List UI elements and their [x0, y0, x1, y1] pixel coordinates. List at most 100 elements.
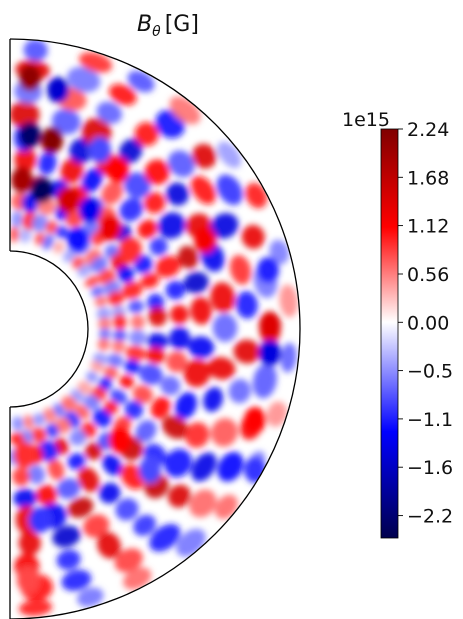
- field-lobe-159: [164, 448, 193, 478]
- colorbar-tick-label: −1.1: [407, 409, 453, 431]
- field-lobe-155: [212, 313, 238, 342]
- field-lobe-71: [110, 389, 128, 405]
- field-lobe-65: [128, 299, 144, 314]
- field-lobe-42: [107, 353, 124, 368]
- field-lobe-18: [77, 381, 92, 395]
- field-lobe-106: [60, 157, 84, 184]
- field-lobe-167: [96, 101, 123, 124]
- field-lobe-134: [183, 271, 209, 294]
- field-lobe-66: [130, 314, 146, 330]
- field-lobe-117: [160, 376, 181, 396]
- field-lobe-58: [65, 209, 83, 228]
- field-lobe-110: [137, 219, 158, 239]
- field-lobe-150: [144, 159, 170, 185]
- field-lobe-4: [53, 241, 65, 254]
- field-lobe-143: [67, 497, 94, 518]
- field-lobe-198: [61, 569, 92, 591]
- field-lobe-177: [191, 452, 217, 482]
- colorbar-ticks: 2.24 1.68 1.12 0.56 0.00 −0.5 −1.1 −1.6 −2.2: [398, 119, 453, 528]
- field-lobe-24: [23, 414, 34, 430]
- field-lobe-41: [111, 340, 126, 353]
- field-lobe-51: [31, 427, 47, 444]
- field-lobe-154: [210, 282, 236, 313]
- field-lobe-208: [280, 342, 297, 373]
- field-lobe-224: [99, 215, 121, 241]
- field-lobe-206: [269, 239, 290, 265]
- field-lobe-101: [47, 459, 65, 481]
- field-lobe-52: [20, 429, 33, 446]
- field-lobe-43: [103, 366, 119, 379]
- field-lobe-139: [161, 415, 189, 439]
- field-lobe-225: [67, 227, 89, 253]
- field-lobe-156: [207, 356, 236, 380]
- field-lobe-22: [43, 407, 57, 423]
- field-lobe-0: [10, 225, 20, 243]
- field-lobe-70: [119, 375, 134, 389]
- colorbar-tick-label: −1.6: [407, 457, 453, 479]
- field-lobe-162: [83, 514, 110, 538]
- field-lobe-180: [97, 532, 121, 559]
- field-lobe-93: [145, 347, 166, 364]
- colorbar-tick-label: 1.12: [407, 216, 449, 238]
- field-lobe-136: [188, 336, 215, 359]
- field-lobe-114: [170, 304, 189, 325]
- field-lobe-201: [79, 52, 113, 73]
- field-lobe-123: [56, 478, 81, 500]
- field-lobe-11: [96, 307, 111, 321]
- field-lobe-214: [77, 587, 104, 607]
- field-lobe-25: [11, 416, 24, 432]
- field-lobe-116: [166, 351, 188, 373]
- field-lobe-69: [124, 359, 141, 374]
- field-lobe-178: [167, 484, 191, 508]
- field-lobe-68: [125, 345, 146, 362]
- field-lobe-202: [127, 70, 155, 93]
- field-lobe-7: [77, 263, 93, 278]
- field-lobe-29: [45, 220, 58, 234]
- field-lobe-151: [165, 182, 189, 206]
- field-lobe-163: [52, 525, 81, 548]
- field-lobe-175: [228, 378, 251, 404]
- field-lobe-157: [203, 387, 224, 412]
- field-lobe-16: [90, 361, 105, 373]
- field-lobe-189: [241, 224, 265, 249]
- field-lobe-184: [66, 66, 101, 93]
- field-lobe-158: [184, 422, 210, 448]
- field-lobe-218: [19, 122, 41, 148]
- field-lobe-228: [89, 137, 111, 163]
- field-lobe-146: [10, 100, 40, 129]
- colorbar-tick-label: −2.2: [407, 506, 453, 528]
- field-lobe-103: [12, 467, 30, 486]
- field-lobe-233: [139, 457, 161, 483]
- field-lobe-229: [14, 442, 36, 468]
- field-lobe-161: [115, 498, 139, 521]
- field-lobe-223: [79, 197, 101, 223]
- field-lobe-2: [34, 232, 46, 246]
- field-lobe-209: [266, 401, 287, 427]
- field-lobe-112: [155, 255, 181, 278]
- field-lobe-205: [245, 182, 268, 209]
- field-lobe-9: [90, 286, 104, 297]
- field-lobe-64: [121, 281, 143, 299]
- field-lobe-222: [57, 187, 79, 213]
- field-lobe-235: [257, 257, 279, 283]
- field-lobe-211: [214, 494, 238, 519]
- field-lobe-215: [18, 599, 53, 616]
- field-lobe-40: [113, 329, 127, 342]
- field-lobe-221: [31, 177, 53, 203]
- field-lobe-73: [92, 408, 112, 428]
- field-lobe-34: [90, 256, 108, 273]
- colorbar: 1e15 2.24 1.68 1.12 0.56 0.00 −0.5 −1.1 −1.6 −2.…: [342, 109, 453, 539]
- field-lobe-92: [146, 333, 169, 350]
- chart-title: Bθ [G]: [137, 12, 199, 40]
- colorbar-gradient: [380, 128, 399, 539]
- colorbar-tick-label: −0.5: [407, 361, 453, 383]
- field-lobe-125: [13, 488, 37, 508]
- field-lobe-171: [210, 213, 239, 239]
- field-lobe-174: [233, 339, 261, 364]
- field-lobe-104: [14, 147, 37, 173]
- field-lobe-170: [190, 175, 216, 205]
- field-lobe-200: [23, 39, 48, 62]
- field-lobe-21: [53, 403, 66, 418]
- field-lobe-30: [55, 225, 70, 239]
- field-lobe-227: [107, 157, 129, 183]
